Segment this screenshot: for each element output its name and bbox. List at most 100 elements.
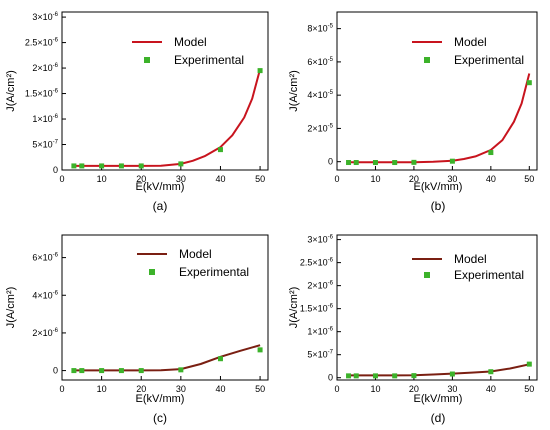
panel-a-x-tick-label: 40 <box>215 174 225 184</box>
panel-d-y-tick-base: 0 <box>328 373 333 383</box>
panel-c-y-tick-base: 0 <box>53 366 58 376</box>
panel-c-legend-experimental-swatch <box>149 269 155 275</box>
panel-c-y-tick-base: 4×10 <box>32 290 52 300</box>
panel-b: 0 10 20 30 40 5002×10-54×10-56×10-58×10-5Mode… <box>288 11 538 213</box>
panel-d-model-line <box>348 363 530 377</box>
panel-c-y-tick-exponent: -6 <box>53 253 59 259</box>
panel-d-y-tick-label: 1.5×10-6 <box>300 304 334 314</box>
panel-c-experimental-point <box>118 368 124 374</box>
panel-c-experimental-point <box>257 347 263 353</box>
panel-a-y-tick-base: 5×10 <box>32 140 52 150</box>
panel-b-y-tick-label: 8×10-5 <box>307 24 333 34</box>
panel-d-y-tick-base: 2×10 <box>307 281 327 291</box>
panel-d-y-tick-base: 1×10 <box>307 327 327 337</box>
panel-d-y-tick-label: 2.5×10-6 <box>300 258 334 268</box>
panel-d-x-tick-label: 30 <box>447 384 457 394</box>
panel-d-y-tick-label: 2×10-6 <box>307 281 333 291</box>
panel-d-caption: (d) <box>431 411 446 425</box>
panel-b-y-tick-base: 4×10 <box>307 90 327 100</box>
panel-b-y-tick-base: 0 <box>328 157 333 167</box>
panel-c-x-tick-label: 20 <box>136 384 146 394</box>
panel-b-experimental-point <box>346 160 352 166</box>
panel-b-y-axis-label: J(A/cm²) <box>288 70 300 112</box>
panel-a-legend-model-label: Model <box>174 35 207 49</box>
panel-d-y-tick-exponent: -6 <box>328 258 334 264</box>
panel-b-experimental-point <box>526 80 532 86</box>
panel-d-x-tick-label: 20 <box>409 384 419 394</box>
panel-a-x-tick-label: 20 <box>136 174 146 184</box>
panel-b-y-tick-exponent: -5 <box>328 24 334 30</box>
panel-c-experimental-point <box>217 356 223 362</box>
panel-c-legend-model-label: Model <box>179 247 212 261</box>
panel-b-experimental-point <box>353 160 359 166</box>
panel-a-y-tick-base: 0 <box>53 165 58 175</box>
panel-c-y-tick-label: 0 <box>53 366 58 376</box>
panel-d-y-tick-exponent: -6 <box>328 235 334 241</box>
panel-b-y-tick-label: 6×10-5 <box>307 57 333 67</box>
panel-b-x-tick-label: 40 <box>486 174 496 184</box>
panel-b-experimental-point <box>449 158 455 164</box>
panel-b-x-tick-label: 10 <box>370 174 380 184</box>
panel-d-y-tick-exponent: -6 <box>328 327 334 333</box>
panel-c-y-tick-base: 2×10 <box>32 328 52 338</box>
panel-a-x-tick-label: 30 <box>176 174 186 184</box>
panel-c-y-tick-label: 4×10-6 <box>32 290 58 300</box>
panel-b-experimental-point <box>372 160 378 166</box>
panel-c-y-tick-label: 2×10-6 <box>32 328 58 338</box>
panel-a-experimental-point <box>71 163 77 169</box>
panel-c-y-tick-label: 6×10-6 <box>32 253 58 263</box>
panel-d: 0 10 20 30 40 5005×10-71×10-61.5×10-62×10-62.… <box>288 234 538 425</box>
panel-a-legend-experimental-label: Experimental <box>174 53 244 67</box>
panel-a-experimental-point <box>99 163 105 169</box>
panel-d-y-tick-base: 1.5×10 <box>300 304 328 314</box>
panel-d-x-tick-label: 10 <box>370 384 380 394</box>
panel-a-experimental-point <box>118 163 124 169</box>
panel-c-y-tick-exponent: -6 <box>53 328 59 334</box>
panel-a-y-tick-label: 5×10-7 <box>32 140 58 150</box>
panel-a-y-tick-exponent: -6 <box>53 114 59 120</box>
panel-c-x-axis-label: E(kV/mm) <box>136 393 185 405</box>
panel-a-y-tick-label: 1×10-6 <box>32 114 58 124</box>
panel-c-experimental-point <box>99 368 105 374</box>
panel-c-x-tick-label: 30 <box>176 384 186 394</box>
panel-d-experimental-point <box>526 361 532 367</box>
panel-b-y-tick-label: 4×10-5 <box>307 90 333 100</box>
panel-d-x-tick-label: 50 <box>524 384 534 394</box>
panel-a-y-tick-base: 1.5×10 <box>25 89 53 99</box>
panel-b-x-axis-label: E(kV/mm) <box>414 181 463 193</box>
panel-a-y-tick-base: 2.5×10 <box>25 38 53 48</box>
panel-b-experimental-point <box>392 160 398 166</box>
panel-a-y-tick-label: 0 <box>53 165 58 175</box>
panel-c-x-tick-label: 50 <box>255 384 265 394</box>
panel-d-plot-frame <box>336 234 538 381</box>
panel-b-y-tick-base: 2×10 <box>307 123 327 133</box>
panel-b-legend-model-label: Model <box>454 35 487 49</box>
panel-b-y-tick-label: 0 <box>328 157 333 167</box>
panel-a-model-line <box>73 68 262 167</box>
panel-a-legend-experimental-swatch <box>144 57 150 63</box>
panel-a-y-tick-exponent: -6 <box>53 38 59 44</box>
panel-d-y-tick-base: 3×10 <box>307 235 327 245</box>
panel-d-y-tick-label: 0 <box>328 373 333 383</box>
panel-b-y-tick-exponent: -5 <box>328 90 334 96</box>
panel-d-experimental-point <box>488 369 494 375</box>
panel-c-model-line <box>73 344 261 372</box>
panel-d-x-axis-label: E(kV/mm) <box>414 393 463 405</box>
panel-a-y-tick-exponent: -6 <box>53 12 59 18</box>
panel-d-x-tick-label: 0 <box>334 384 339 394</box>
panel-a-y-tick-label: 1.5×10-6 <box>25 89 59 99</box>
panel-b-y-tick-exponent: -5 <box>328 57 334 63</box>
panel-d-experimental-point <box>449 371 455 377</box>
panel-a-experimental-point <box>257 68 263 74</box>
panel-a-y-axis-label: J(A/cm²) <box>5 70 17 112</box>
panel-b-caption: (b) <box>431 199 446 213</box>
panel-c-x-tick-label: 0 <box>59 384 64 394</box>
panel-d-y-tick-base: 2.5×10 <box>300 258 328 268</box>
panel-b-y-tick-base: 6×10 <box>307 57 327 67</box>
panel-a-y-tick-base: 1×10 <box>32 114 52 124</box>
panel-a-experimental-point <box>217 147 223 153</box>
panel-b-experimental-point <box>411 159 417 165</box>
panel-a-x-tick-label: 10 <box>97 174 107 184</box>
panel-d-x-tick-label: 40 <box>486 384 496 394</box>
